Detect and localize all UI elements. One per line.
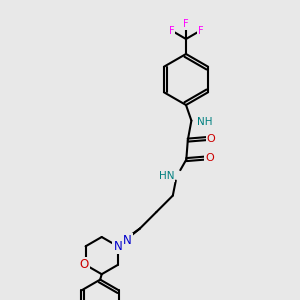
- Text: HN: HN: [159, 171, 174, 181]
- Text: F: F: [183, 19, 189, 29]
- Text: O: O: [205, 153, 214, 163]
- Text: F: F: [169, 26, 174, 36]
- Text: N: N: [113, 240, 122, 253]
- Text: O: O: [80, 258, 89, 272]
- Text: N: N: [123, 233, 132, 247]
- Text: F: F: [198, 26, 203, 36]
- Text: NH: NH: [197, 117, 212, 127]
- Text: O: O: [206, 134, 215, 144]
